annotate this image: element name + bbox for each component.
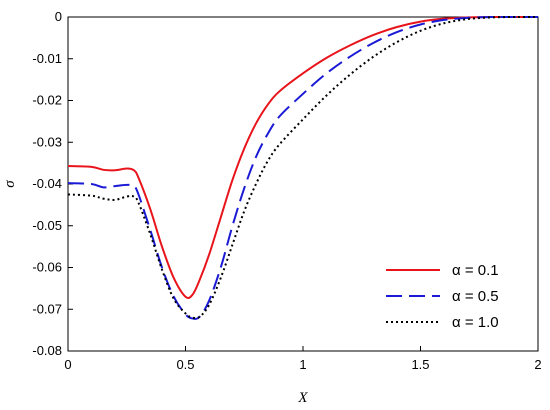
y-axis-label: σ <box>2 180 18 188</box>
legend-label-2: α = 0.5 <box>452 288 499 305</box>
x-tick-label: 2 <box>534 357 541 372</box>
y-tick-label: -0.01 <box>32 51 62 66</box>
x-axis: 0 0.5 1 1.5 2 <box>64 346 542 372</box>
y-tick-label: -0.08 <box>32 343 62 358</box>
y-tick-label: -0.05 <box>32 218 62 233</box>
legend: α = 0.1 α = 0.5 α = 1.0 <box>386 262 499 331</box>
series-line-2 <box>67 15 538 320</box>
y-tick-label: -0.03 <box>32 134 62 149</box>
series-line-3 <box>67 15 539 320</box>
legend-label-3: α = 1.0 <box>452 314 499 331</box>
y-tick-label: -0.04 <box>32 176 62 191</box>
series-line-1 <box>67 15 538 300</box>
legend-label-1: α = 0.1 <box>452 262 499 279</box>
x-tick-label: 1.5 <box>411 357 429 372</box>
y-tick-label: -0.06 <box>32 260 62 275</box>
x-axis-label: X <box>297 390 308 406</box>
series-lines <box>67 15 539 320</box>
y-tick-label: -0.07 <box>32 301 62 316</box>
y-tick-label: -0.02 <box>32 93 62 108</box>
y-axis: 0 -0.01 -0.02 -0.03 -0.04 -0.05 -0.06 -0.07 -0.0… <box>32 9 73 358</box>
x-tick-label: 1 <box>299 357 306 372</box>
x-tick-label: 0.5 <box>176 357 194 372</box>
y-tick-label: 0 <box>55 9 62 24</box>
x-tick-label: 0 <box>64 357 71 372</box>
